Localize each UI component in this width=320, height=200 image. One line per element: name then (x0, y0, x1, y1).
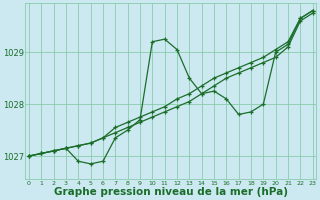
X-axis label: Graphe pression niveau de la mer (hPa): Graphe pression niveau de la mer (hPa) (54, 187, 288, 197)
